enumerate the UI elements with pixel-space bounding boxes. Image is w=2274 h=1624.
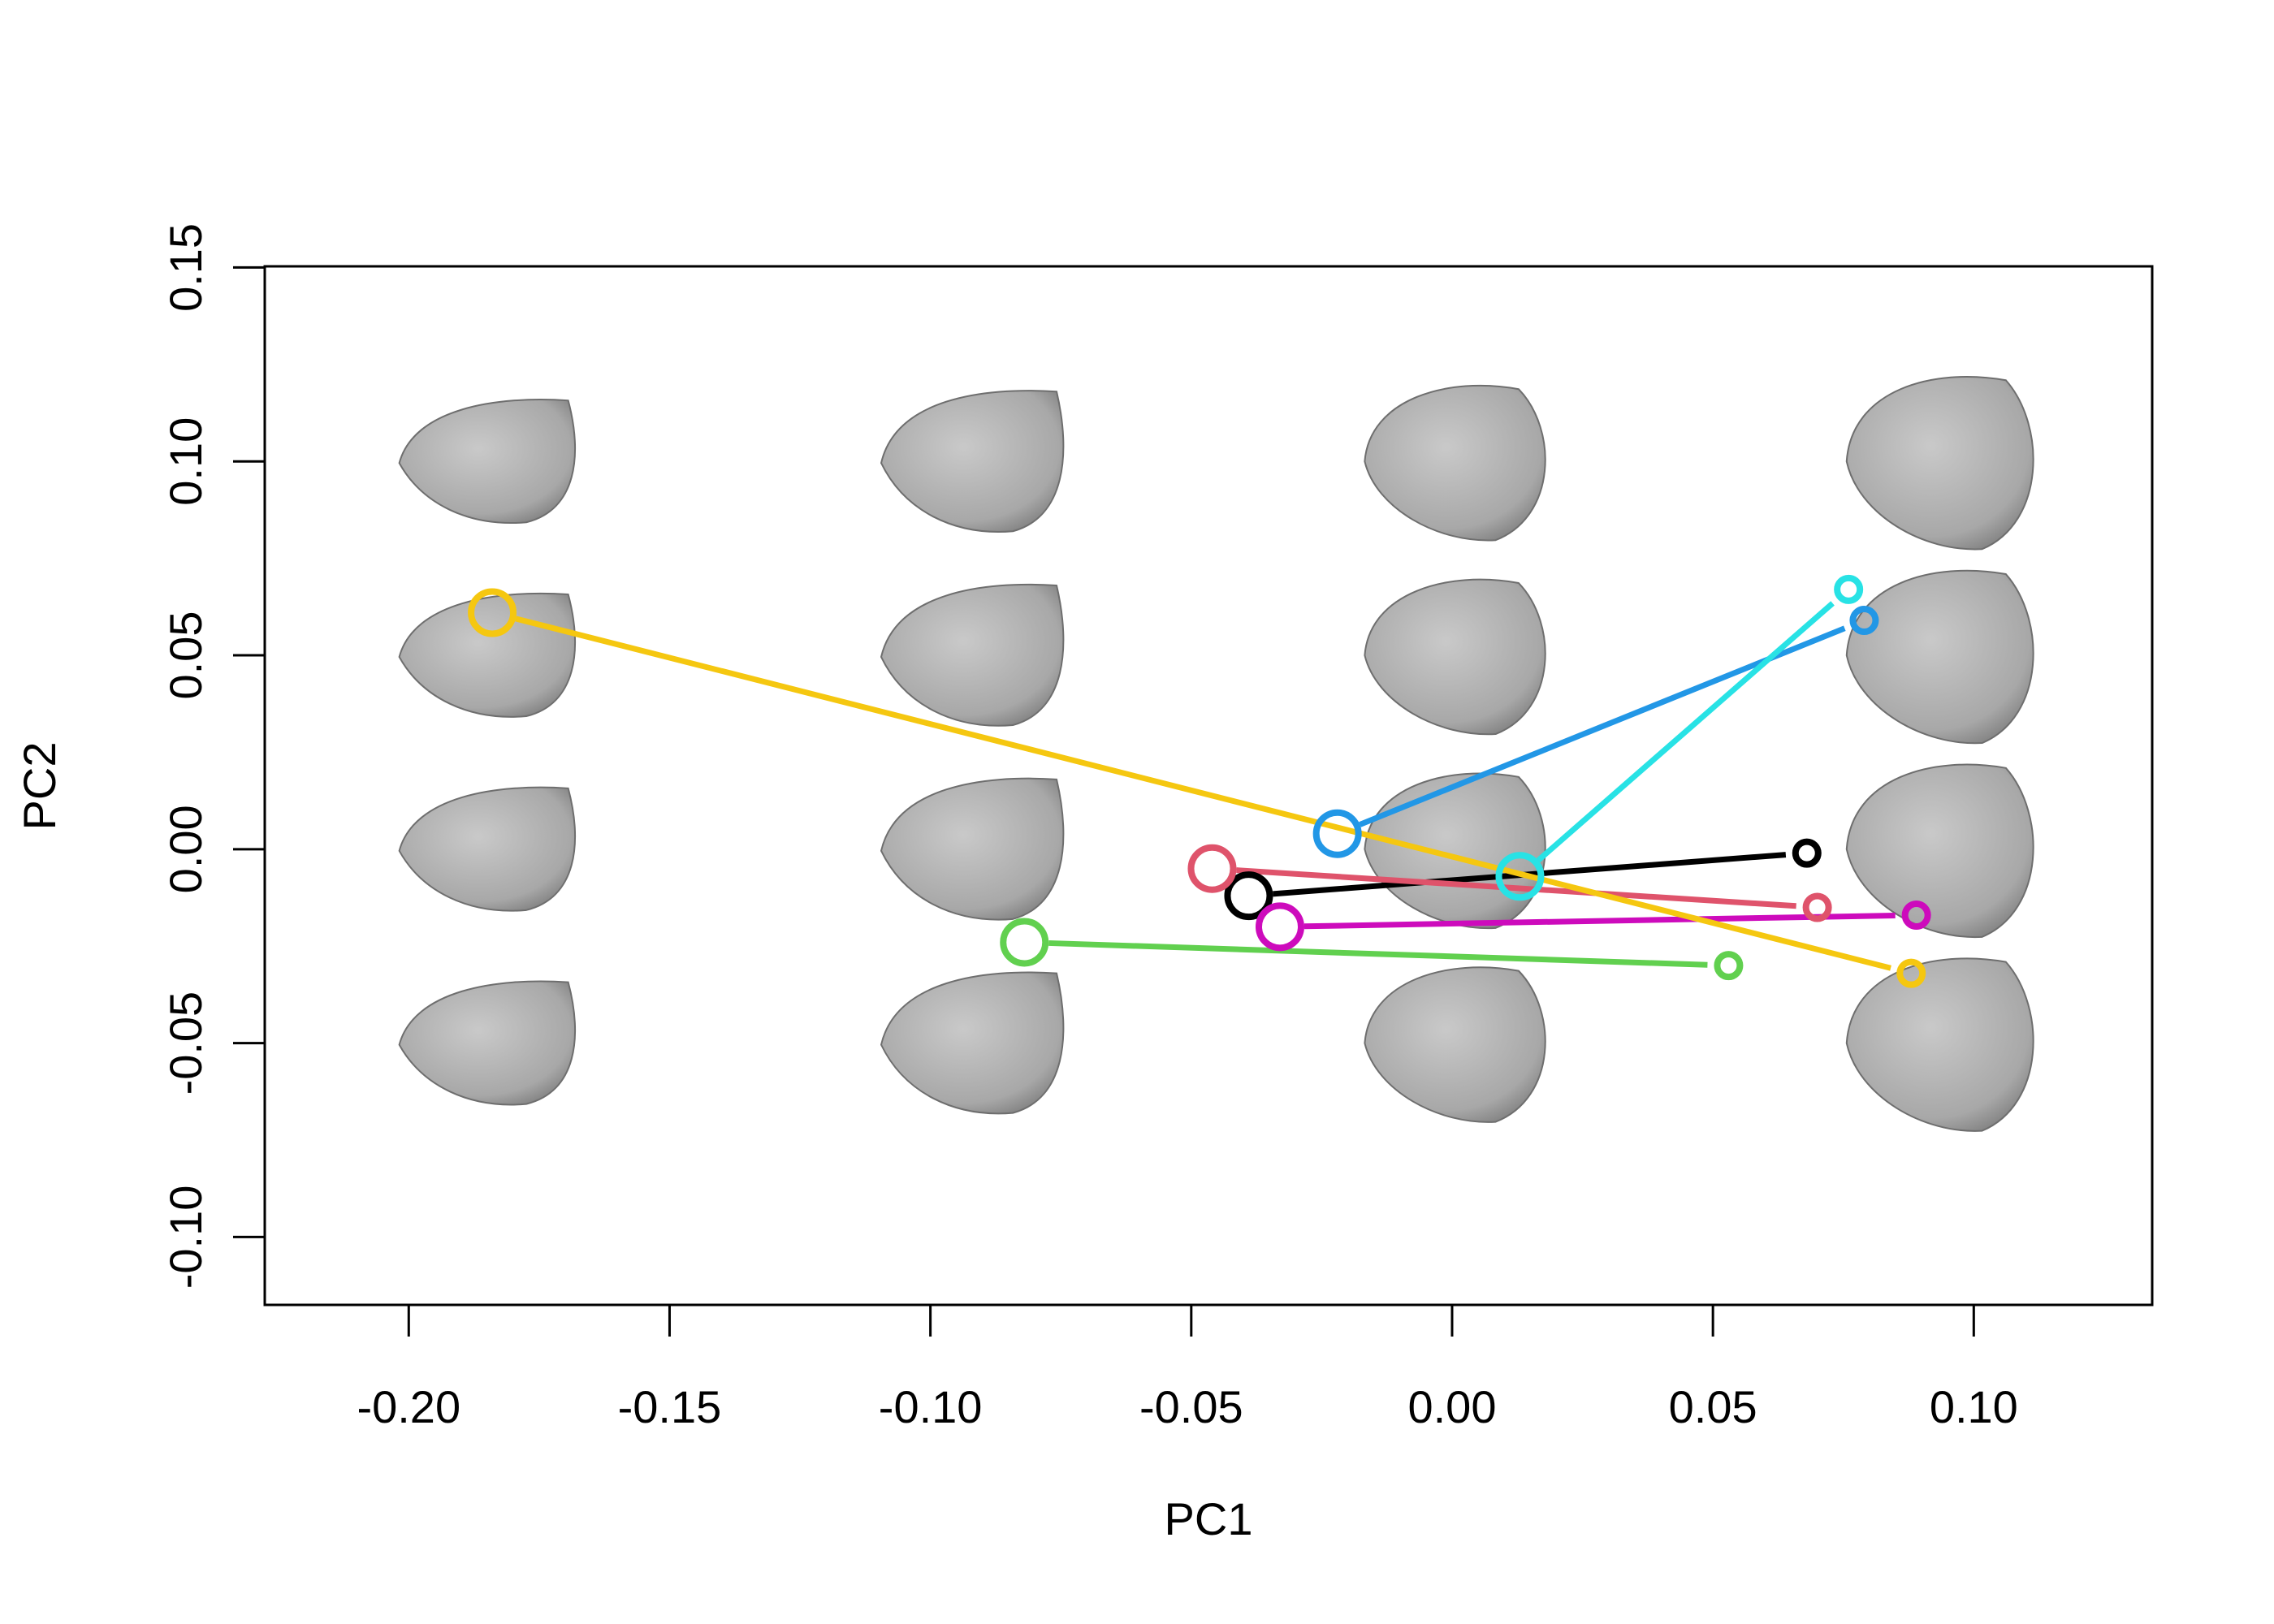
start-point <box>1224 871 1273 921</box>
shape-specimen <box>398 980 576 1106</box>
shape-specimen <box>398 399 576 524</box>
trajectory-line <box>1536 601 1835 863</box>
y-tick-label: -0.05 <box>160 991 211 1095</box>
end-point <box>1849 606 1879 636</box>
x-tick-label: -0.15 <box>618 1381 722 1432</box>
trajectory-line <box>1048 939 1708 968</box>
y-tick-label: 0.15 <box>160 223 211 312</box>
y-axis-label: PC2 <box>14 742 65 831</box>
shape-specimen <box>1364 578 1546 736</box>
x-tick-label: -0.05 <box>1139 1381 1243 1432</box>
shape-specimen <box>880 583 1065 727</box>
shape-specimen <box>1845 569 2034 745</box>
shape-specimen <box>1845 763 2034 938</box>
x-tick-label: 0.10 <box>1930 1381 2018 1432</box>
start-point <box>1495 852 1545 901</box>
trajectory-lines <box>515 601 1896 971</box>
end-point <box>1834 574 1864 604</box>
end-point <box>1792 838 1822 868</box>
start-point <box>1187 844 1237 893</box>
x-tick-label: -0.10 <box>879 1381 983 1432</box>
trajectory-points <box>468 574 1931 988</box>
start-point <box>1312 809 1362 858</box>
shape-specimen <box>398 786 576 912</box>
end-point <box>1802 892 1832 922</box>
start-point <box>468 588 517 637</box>
trajectory-line <box>515 615 1891 971</box>
end-point <box>1896 958 1926 988</box>
start-point <box>1256 902 1305 952</box>
x-tick-label: -0.20 <box>357 1381 460 1432</box>
end-point <box>1714 951 1744 981</box>
x-tick-label: 0.05 <box>1669 1381 1757 1432</box>
y-tick-label: -0.10 <box>160 1186 211 1289</box>
y-tick-label: 0.10 <box>160 417 211 506</box>
x-axis-label: PC1 <box>1165 1493 1253 1544</box>
y-tick-label: 0.05 <box>160 611 211 700</box>
shape-specimen <box>1364 966 1546 1123</box>
x-tick-label: 0.00 <box>1407 1381 1496 1432</box>
trajectory-line <box>1236 867 1796 909</box>
y-axis: -0.10 -0.05 0.00 0.05 0.10 0.15 <box>160 223 266 1289</box>
shape-specimen <box>880 971 1065 1115</box>
end-point <box>1901 901 1931 931</box>
trajectory-line <box>1303 912 1896 930</box>
shape-grid <box>398 375 2034 1132</box>
y-tick-label: 0.00 <box>160 805 211 893</box>
start-point <box>1000 918 1049 967</box>
shape-specimen <box>880 777 1065 921</box>
x-axis: -0.20 -0.15 -0.10 -0.05 0.00 0.05 0.10 <box>357 1303 2018 1432</box>
shape-specimen <box>1364 384 1546 542</box>
shape-specimen <box>1845 375 2034 551</box>
shape-specimen <box>880 390 1065 533</box>
